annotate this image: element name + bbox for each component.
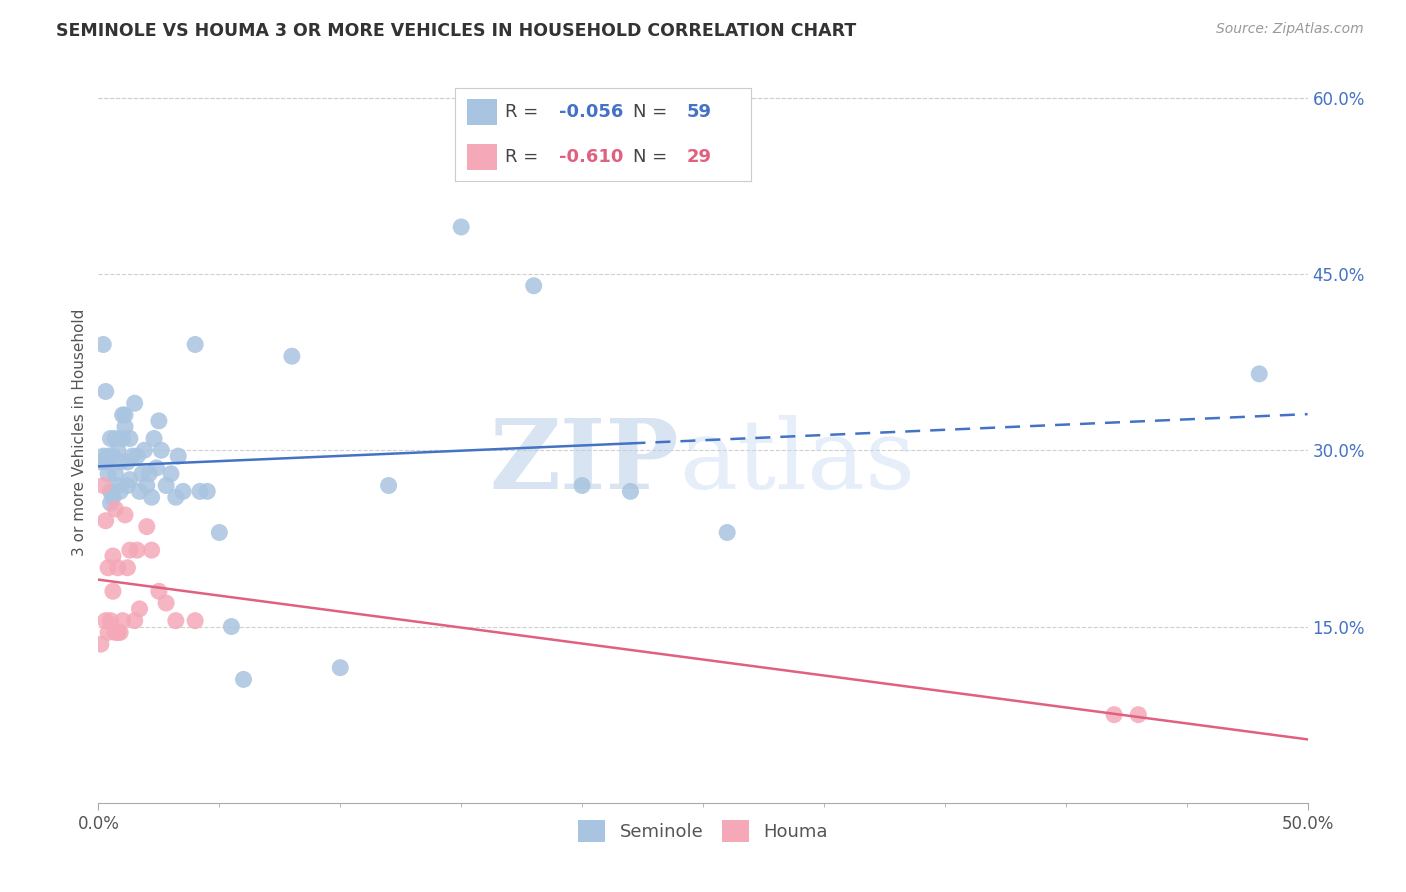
Text: Source: ZipAtlas.com: Source: ZipAtlas.com [1216,22,1364,37]
Point [114,508,136,522]
Point [221,619,243,633]
Point [94,384,117,399]
Point [111,614,134,628]
Point [188,484,211,499]
Point [100,484,122,499]
Point [619,484,641,499]
Point [1128,707,1150,722]
Point [143,432,166,446]
Point [716,525,738,540]
Point [108,625,131,640]
Point [160,467,183,481]
Y-axis label: 3 or more Vehicles in Household: 3 or more Vehicles in Household [72,309,87,557]
Point [114,408,136,422]
Point [184,337,207,351]
Point [155,596,177,610]
Point [377,478,399,492]
Point [118,432,141,446]
Point [118,473,141,487]
Point [118,543,141,558]
Point [104,432,127,446]
Point [107,561,129,575]
Point [167,449,190,463]
Point [94,514,117,528]
Point [111,432,134,446]
Point [91,449,114,463]
Point [450,219,472,234]
Point [281,349,304,363]
Point [571,478,593,492]
Point [523,278,546,293]
Point [135,519,157,533]
Point [329,660,352,674]
Point [97,467,120,481]
Point [117,455,139,469]
Point [208,525,231,540]
Point [121,449,143,463]
Point [150,443,173,458]
Point [155,478,177,492]
Point [97,625,120,640]
Point [101,584,124,599]
Point [128,602,150,616]
Point [107,625,129,640]
Point [148,414,170,428]
Point [172,484,194,499]
Point [124,614,146,628]
Point [165,614,187,628]
Point [94,614,117,628]
Text: atlas: atlas [679,416,915,509]
Point [141,543,163,558]
Point [91,478,114,492]
Point [232,673,254,687]
Point [104,502,127,516]
Point [135,478,157,492]
Point [100,614,122,628]
Point [124,396,146,410]
Point [145,461,167,475]
Point [195,484,218,499]
Point [94,455,117,469]
Text: ZIP: ZIP [489,416,679,509]
Point [127,449,149,463]
Point [101,449,124,463]
Point [141,490,163,504]
Point [100,496,122,510]
Point [107,478,129,492]
Point [1249,367,1271,381]
Legend: Seminole, Houma: Seminole, Houma [571,813,835,849]
Point [134,443,156,458]
Point [108,455,131,469]
Point [90,455,112,469]
Point [97,449,120,463]
Point [148,584,170,599]
Point [100,432,122,446]
Point [117,478,139,492]
Point [108,484,131,499]
Point [131,467,153,481]
Point [138,467,160,481]
Point [1102,707,1125,722]
Point [90,637,112,651]
Point [117,561,139,575]
Point [97,561,120,575]
Point [114,419,136,434]
Point [128,484,150,499]
Point [111,408,134,422]
Text: SEMINOLE VS HOUMA 3 OR MORE VEHICLES IN HOUSEHOLD CORRELATION CHART: SEMINOLE VS HOUMA 3 OR MORE VEHICLES IN … [56,22,856,40]
Point [184,614,207,628]
Point [127,543,149,558]
Point [101,490,124,504]
Point [91,337,114,351]
Point [104,467,127,481]
Point [104,625,127,640]
Point [101,549,124,563]
Point [107,443,129,458]
Point [165,490,187,504]
